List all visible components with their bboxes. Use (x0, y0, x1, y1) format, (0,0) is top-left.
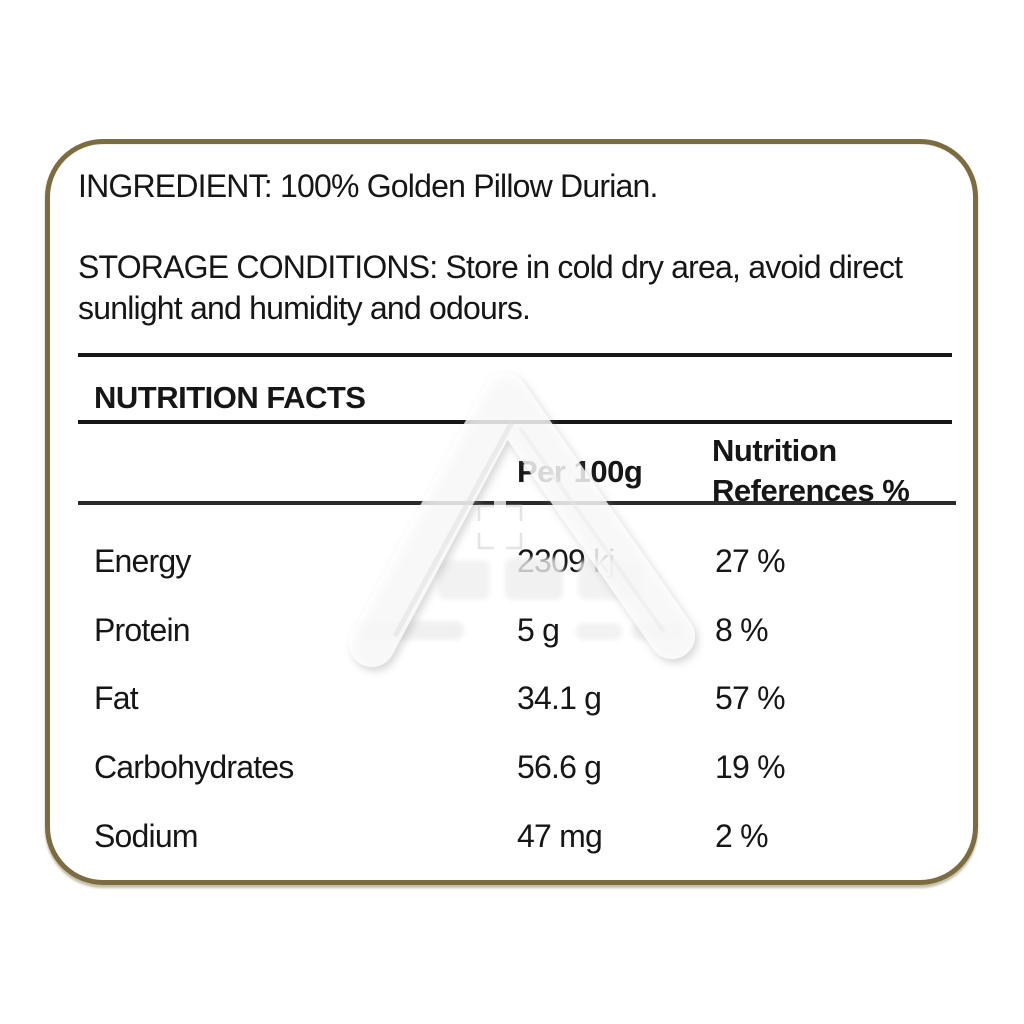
row-label-carbohydrates: Carbohydrates (94, 749, 294, 785)
row-label-energy: Energy (94, 543, 191, 579)
ingredient-text: INGREDIENT: 100% Golden Pillow Durian. (78, 168, 658, 204)
divider-under-title (78, 420, 952, 424)
row-label-sodium: Sodium (94, 818, 199, 854)
storage-conditions-text: STORAGE CONDITIONS: Store in cold dry ar… (78, 249, 911, 326)
row-reference-carbohydrates: 19 % (715, 749, 786, 785)
row-reference-sodium: 2 % (715, 818, 769, 854)
column-header-per-100g: Per 100g (517, 454, 643, 489)
row-label-fat: Fat (94, 680, 139, 716)
row-amount-energy: 2309 kj (517, 543, 615, 579)
divider-top (78, 353, 952, 357)
row-label-protein: Protein (94, 612, 191, 648)
label-border-card (45, 139, 978, 885)
row-amount-fat: 34.1 g (517, 680, 602, 716)
row-reference-energy: 27 % (715, 543, 786, 579)
row-reference-fat: 57 % (715, 680, 786, 716)
row-amount-sodium: 47 mg (517, 818, 603, 854)
row-reference-protein: 8 % (715, 612, 769, 648)
row-amount-carbohydrates: 56.6 g (517, 749, 602, 785)
row-amount-protein: 5 g (517, 612, 560, 648)
divider-under-header (78, 501, 956, 505)
nutrition-facts-title: NUTRITION FACTS (94, 380, 366, 415)
column-header-nutrition-references: Nutrition References % (712, 433, 910, 508)
